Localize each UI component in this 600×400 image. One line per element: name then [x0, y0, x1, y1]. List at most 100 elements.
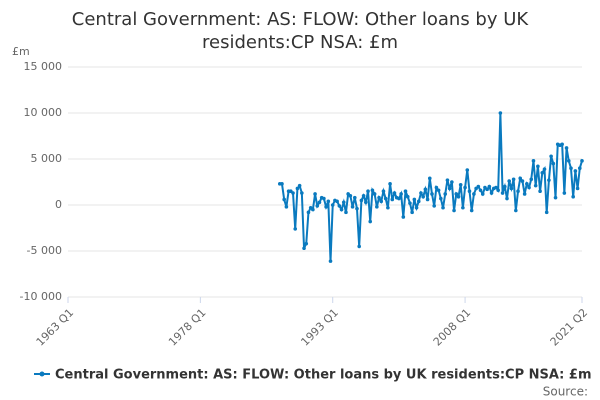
- data-point: [445, 178, 450, 182]
- data-point: [467, 189, 472, 193]
- data-point: [454, 192, 459, 196]
- data-point: [352, 195, 357, 200]
- y-tick-label: -10 000: [20, 290, 62, 303]
- data-point: [361, 194, 366, 198]
- data-point: [525, 182, 529, 186]
- data-point: [379, 199, 384, 204]
- data-point: [322, 196, 326, 201]
- data-point: [377, 195, 381, 200]
- data-point: [461, 205, 465, 210]
- data-point: [383, 196, 388, 201]
- data-point: [529, 177, 534, 182]
- data-point: [452, 208, 456, 213]
- data-point: [313, 192, 317, 196]
- data-point: [427, 176, 432, 181]
- data-point: [465, 168, 470, 172]
- x-tick-label: 1978 Q1: [166, 306, 209, 349]
- data-point: [414, 205, 419, 210]
- data-point: [571, 194, 575, 199]
- data-point: [478, 188, 483, 193]
- y-axis-label: £m: [12, 45, 30, 58]
- data-point: [456, 194, 461, 199]
- data-point: [472, 192, 476, 196]
- data-point: [498, 111, 503, 115]
- data-point: [295, 186, 300, 191]
- data-point: [284, 205, 289, 209]
- data-point: [282, 197, 286, 202]
- data-point: [302, 246, 306, 251]
- data-point: [527, 185, 531, 190]
- data-point: [317, 200, 322, 205]
- y-tick-label: 0: [55, 198, 62, 211]
- data-point: [335, 199, 339, 204]
- x-tick-label: 2008 Q1: [431, 306, 474, 349]
- data-point: [423, 187, 428, 192]
- data-point: [339, 207, 344, 212]
- data-point: [439, 196, 443, 201]
- data-point: [326, 199, 331, 204]
- data-point: [364, 200, 368, 205]
- data-point: [441, 205, 445, 210]
- data-point: [540, 171, 545, 175]
- data-point: [494, 185, 498, 190]
- data-point: [536, 164, 540, 169]
- data-point: [401, 215, 406, 219]
- y-tick-label: 15 000: [24, 60, 63, 73]
- data-point: [569, 166, 573, 170]
- data-point: [372, 192, 377, 196]
- data-point: [531, 159, 536, 163]
- data-point: [496, 188, 500, 193]
- y-tick-label: 5 000: [31, 152, 63, 165]
- x-tick-label: 1993 Q1: [298, 306, 341, 349]
- source: Source:: [543, 385, 588, 399]
- data-point: [538, 189, 542, 193]
- data-point: [300, 191, 304, 195]
- data-point: [542, 167, 547, 171]
- data-point: [390, 197, 395, 202]
- data-point: [419, 191, 423, 195]
- data-point: [516, 189, 520, 193]
- data-point: [575, 186, 580, 191]
- data-point: [547, 178, 551, 182]
- data-point: [463, 185, 467, 190]
- data-point: [511, 177, 516, 182]
- data-point: [450, 180, 454, 184]
- data-point: [388, 182, 392, 186]
- data-point: [560, 142, 564, 147]
- data-point: [410, 210, 414, 215]
- data-point: [315, 204, 320, 208]
- data-point: [368, 219, 373, 224]
- data-point: [447, 186, 452, 191]
- data-point: [337, 204, 342, 208]
- data-point: [397, 196, 401, 201]
- data-point: [280, 182, 284, 186]
- data-point: [421, 194, 425, 199]
- data-point: [330, 203, 335, 207]
- data-point: [430, 192, 434, 196]
- data-point: [357, 244, 361, 249]
- data-point: [458, 182, 463, 187]
- data-point: [489, 191, 494, 195]
- data-point: [434, 185, 439, 190]
- data-point: [514, 208, 518, 213]
- data-point: [520, 179, 525, 183]
- legend-label: Central Government: AS: FLOW: Other loan…: [55, 368, 592, 383]
- data-point: [443, 192, 448, 196]
- data-point: [436, 188, 441, 193]
- data-point: [553, 195, 558, 200]
- data-point: [408, 201, 412, 205]
- data-point: [469, 208, 474, 213]
- data-point: [580, 159, 584, 163]
- data-point: [505, 196, 509, 201]
- legend-marker: [39, 371, 45, 377]
- data-point: [350, 205, 355, 209]
- data-point: [551, 161, 556, 166]
- series-line: [279, 112, 583, 262]
- data-point: [485, 187, 489, 192]
- data-point: [359, 198, 364, 203]
- data-point: [399, 192, 403, 196]
- data-point: [405, 194, 410, 199]
- data-point: [509, 186, 514, 191]
- data-point: [522, 192, 527, 196]
- data-point: [375, 205, 379, 209]
